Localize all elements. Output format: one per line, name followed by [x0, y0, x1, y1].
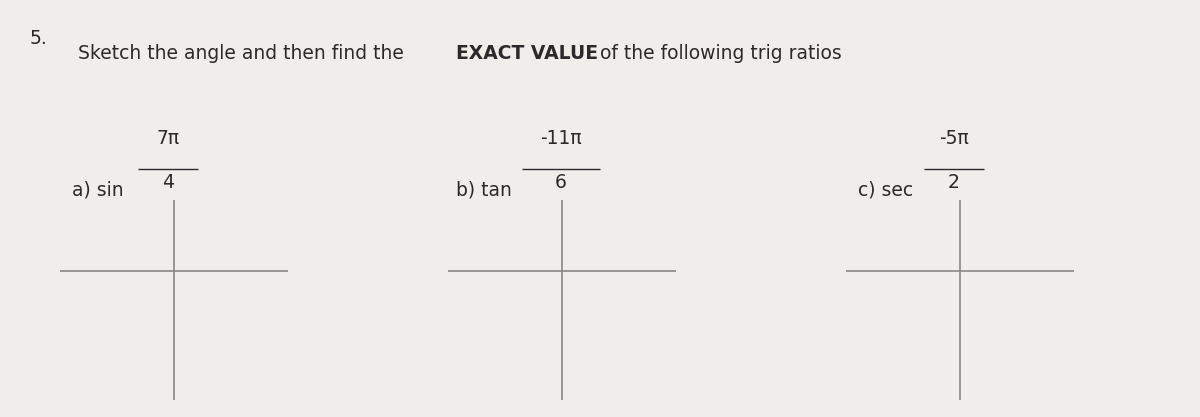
- Text: 6: 6: [556, 173, 566, 192]
- Text: EXACT VALUE: EXACT VALUE: [456, 44, 598, 63]
- Text: 4: 4: [162, 173, 174, 192]
- Text: 7π: 7π: [156, 129, 180, 148]
- Text: b) tan: b) tan: [456, 180, 512, 199]
- Text: 2: 2: [948, 173, 960, 192]
- Text: c) sec: c) sec: [858, 180, 913, 199]
- Text: -5π: -5π: [940, 129, 968, 148]
- Text: 5.: 5.: [30, 29, 48, 48]
- Text: a) sin: a) sin: [72, 180, 124, 199]
- Text: Sketch the angle and then find the: Sketch the angle and then find the: [78, 44, 410, 63]
- Text: of the following trig ratios: of the following trig ratios: [594, 44, 841, 63]
- Text: -11π: -11π: [540, 129, 582, 148]
